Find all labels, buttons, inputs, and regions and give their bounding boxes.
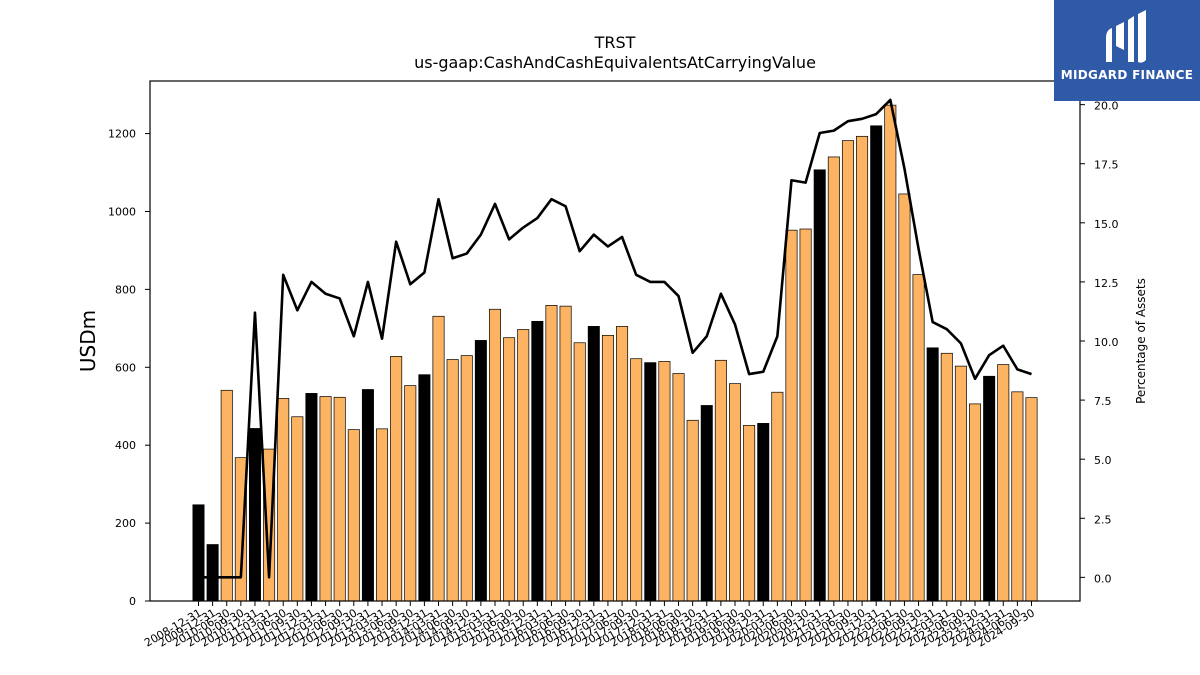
y2-tick-label: 7.5: [1094, 395, 1112, 408]
bar-2020-03-31: [771, 391, 784, 602]
y2-tick-label: 15.0: [1094, 218, 1119, 231]
bar-2012-06-30: [333, 396, 346, 602]
plot-frame: [149, 80, 1081, 602]
y-tick-label: 0: [129, 595, 136, 608]
bar-2018-03-31: [658, 361, 671, 602]
y2-tick-label: 5.0: [1094, 454, 1112, 467]
midgard-logo: MIDGARD FINANCE: [1054, 0, 1200, 101]
bar-2016-09-30: [573, 342, 586, 602]
bar-2015-06-30: [503, 337, 516, 602]
bar-2016-12-31: [587, 326, 600, 602]
bar-2021-12-31: [870, 125, 883, 602]
bar-2020-06-30: [785, 229, 798, 602]
bar-2019-12-31: [757, 423, 770, 602]
bar-2021-06-30: [841, 140, 854, 602]
bar-2022-03-31: [884, 104, 897, 602]
bar-2014-06-30: [446, 359, 459, 602]
y-axis-left: 0 200 400 600 800 1000 1200: [108, 128, 150, 608]
bar-2013-09-30: [404, 385, 417, 602]
bar-2011-12-31: [305, 393, 318, 602]
bar-2020-09-30: [799, 228, 812, 602]
bar-2014-12-31: [474, 340, 487, 602]
bar-2018-12-31: [700, 405, 713, 602]
y2-axis-label: Percentage of Assets: [1134, 278, 1148, 404]
bar-2019-06-30: [729, 383, 741, 602]
bar-2013-03-31: [376, 428, 389, 602]
bar-2019-03-31: [714, 359, 727, 602]
bar-2016-06-30: [559, 305, 572, 602]
bar-2023-09-30: [969, 403, 982, 602]
y2-tick-label: 20.0: [1094, 100, 1119, 113]
bar-2010-12-31: [248, 428, 261, 602]
bar-2023-12-31: [983, 375, 996, 602]
y-tick-label: 1000: [108, 205, 136, 218]
y-tick-label: 1200: [108, 128, 136, 141]
y2-tick-label: 17.5: [1094, 159, 1119, 172]
y-axis-right: 0.0 2.5 5.0 7.5 10.0 12.5 15.0 17.5 20.0: [1080, 100, 1119, 585]
bar-2015-03-31: [488, 308, 501, 602]
bar-2019-09-30: [743, 424, 756, 602]
bar-2018-06-30: [672, 373, 685, 602]
bar-2011-06-30: [277, 398, 290, 602]
y-tick-label: 200: [115, 517, 136, 530]
chart-subtitle: us-gaap:CashAndCashEquivalentsAtCarrying…: [414, 53, 816, 72]
bar-2012-12-31: [361, 389, 374, 602]
logo-text: MIDGARD FINANCE: [1060, 68, 1194, 82]
bar-2017-12-31: [644, 362, 657, 602]
bar-2014-09-30: [460, 355, 473, 602]
percentage-line: [198, 98, 1032, 579]
bar-2011-09-30: [291, 416, 304, 602]
bar-2015-12-31: [531, 320, 544, 602]
bar-group: [192, 104, 1038, 602]
bar-2024-03-31: [997, 364, 1010, 602]
bar-2013-12-31: [418, 374, 431, 602]
midgard-logo-icon: [1106, 10, 1146, 63]
bar-2017-06-30: [616, 326, 629, 602]
bar-2022-06-30: [898, 193, 911, 602]
y-tick-label: 400: [115, 439, 136, 452]
x-axis: 2008-12-312009-12-312010-06-302010-09-30…: [142, 601, 1037, 650]
y2-tick-label: 10.0: [1094, 336, 1119, 349]
bar-2021-03-31: [827, 156, 840, 602]
bar-2017-03-31: [601, 335, 614, 602]
bar-2015-09-30: [517, 329, 530, 602]
y-tick-label: 800: [115, 283, 136, 296]
y-axis-label: USDm: [76, 310, 100, 372]
bar-2023-03-31: [940, 352, 953, 602]
y2-tick-label: 2.5: [1094, 513, 1112, 526]
bar-2021-09-30: [856, 135, 869, 602]
chart-title: TRST: [594, 33, 636, 52]
bar-2018-09-30: [686, 419, 699, 602]
bar-2013-06-30: [390, 356, 403, 602]
bar-2024-09-30: [1025, 397, 1038, 602]
bar-2014-03-31: [432, 315, 445, 602]
bar-2012-09-30: [347, 429, 360, 602]
bar-2020-12-31: [813, 169, 826, 602]
bar-2010-06-30: [220, 389, 233, 602]
bar-2023-06-30: [954, 365, 967, 602]
y-tick-label: 600: [115, 361, 136, 374]
bar-2022-09-30: [912, 274, 925, 602]
y2-tick-label: 12.5: [1094, 277, 1119, 290]
bar-2024-06-30: [1011, 391, 1024, 602]
bar-2016-03-31: [545, 305, 558, 602]
bar-2022-12-31: [926, 347, 939, 602]
y2-tick-label: 0.0: [1094, 572, 1112, 585]
bar-2009-12-31: [206, 544, 219, 602]
bar-2017-09-30: [630, 358, 643, 602]
bar-2008-12-31: [192, 504, 205, 602]
bar-2012-03-31: [319, 396, 332, 602]
